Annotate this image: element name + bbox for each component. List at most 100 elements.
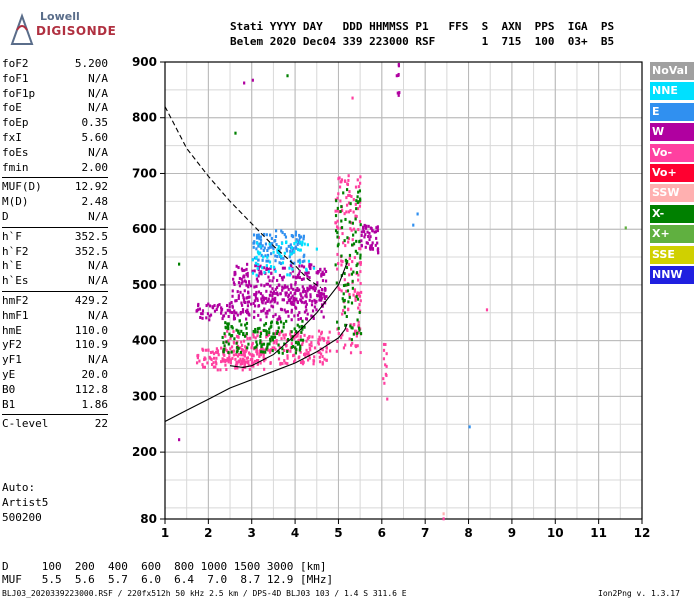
echo-point [308,276,311,280]
echo-point [252,329,255,333]
echo-point [320,298,323,302]
echo-point [318,335,321,339]
echo-point [294,230,298,234]
echo-point [286,310,289,314]
echo-point [338,287,341,291]
echo-point [207,302,210,306]
echo-point [382,342,386,346]
echo-point [294,351,298,355]
echo-point [342,299,345,303]
echo-point [255,236,259,240]
parameter-panel: foF2 5.200 foF1 N/A foF1p N/A foE N/A foEp 0.35 fx… [2,57,108,432]
echo-point [229,336,232,340]
echo-point [327,336,330,340]
echo-point [302,265,306,269]
echo-point [336,219,339,223]
legend-item: W [650,123,694,142]
echo-point [243,334,247,338]
logo-signal-icon [10,13,34,45]
echo-point [351,221,354,225]
echo-point [292,303,295,307]
echo-point [272,335,275,339]
echo-point [246,274,249,278]
echo-point [255,273,258,277]
echo-point [293,314,296,318]
echo-point [296,300,299,304]
echo-point [370,243,373,247]
echo-point [277,317,280,321]
echo-point [336,196,339,200]
echo-point [306,336,309,340]
echo-point [241,308,245,312]
echo-point [345,210,348,214]
echo-point [254,261,258,265]
echo-point [243,275,246,279]
echo-point [270,304,273,308]
echo-point [320,291,323,295]
echo-point [239,312,242,316]
echo-point [359,256,362,260]
echo-point [309,348,312,352]
echo-point [301,290,305,294]
echo-point [349,202,352,206]
echo-point [305,339,308,343]
echo-point [306,289,309,293]
param-value: 352.5 [74,244,108,258]
echo-point [354,249,357,253]
echo-point [267,297,270,301]
echo-point [442,512,445,516]
echo-point [358,200,362,204]
echo-point [301,343,304,347]
echo-point [277,245,280,249]
echo-point [371,241,374,245]
echo-point [283,251,286,255]
echo-point [285,319,288,323]
echo-point [286,273,289,277]
echo-point [270,299,273,303]
echo-point [311,299,314,303]
param-value: 429.2 [74,293,108,307]
echo-point [322,315,325,319]
echo-point [208,318,211,322]
echo-point [348,337,351,341]
echo-point [319,295,322,299]
echo-point [261,343,264,347]
echo-point [224,334,227,338]
echo-point [284,285,287,289]
echo-point [343,272,346,276]
echo-point [272,314,275,318]
param-separator [2,177,108,179]
echo-point [266,253,270,257]
echo-point [251,341,254,345]
echo-point [266,342,269,346]
echo-point [275,329,278,333]
echo-point [237,330,240,334]
echo-point [298,264,301,268]
echo-point [334,229,338,233]
echo-point [273,346,276,350]
echo-point [226,357,229,361]
echo-point [285,247,288,251]
echo-point [376,248,379,252]
echo-point [313,346,317,350]
echo-point [291,269,295,273]
echo-point [277,247,280,251]
echo-point [348,273,351,277]
echo-point [321,361,324,365]
legend-item: X- [650,204,694,223]
echo-point [244,346,248,350]
echo-point [312,266,316,270]
echo-point [287,298,290,302]
echo-point [269,290,272,294]
echo-point [357,330,360,334]
echo-point [352,233,355,237]
echo-point [264,329,267,333]
legend-item: NNE [650,82,694,101]
echo-point [232,314,236,318]
echo-point [256,297,259,301]
param-name: hmE [2,323,22,337]
echo-point [277,331,281,335]
auto-scaling-info: Auto: Artist5 500200 [2,480,48,525]
echo-point [348,295,351,299]
echo-point [275,286,279,290]
